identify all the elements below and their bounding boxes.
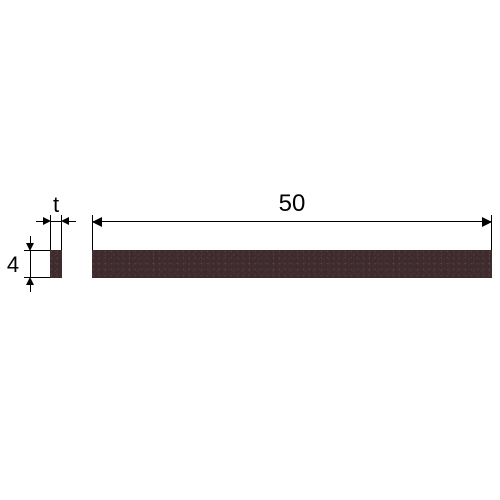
dim-height-label: 4	[2, 252, 24, 278]
dim-thickness-leader-left	[36, 221, 46, 222]
dim-length-line	[92, 221, 492, 222]
dim-height-line	[30, 250, 31, 278]
cross-section-bar	[50, 250, 62, 278]
dim-thickness-leader-right	[66, 221, 76, 222]
dim-height-leader-bottom	[30, 282, 31, 292]
diagram-canvas: 4 t 50	[0, 0, 500, 500]
dim-height-leader-top	[30, 236, 31, 246]
dim-thickness-label: t	[48, 192, 64, 218]
long-bar	[92, 250, 492, 278]
dim-length-label: 50	[272, 190, 312, 218]
dim-length-arrow-right	[482, 217, 492, 227]
dim-length-arrow-left	[92, 217, 102, 227]
